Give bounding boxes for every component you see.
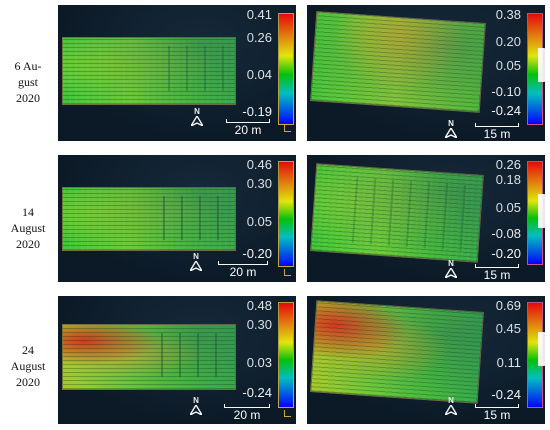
colorbar-tick: 0.11 xyxy=(496,355,521,370)
north-arrow-icon: N xyxy=(189,107,205,126)
colorbar-tick: 0.45 xyxy=(495,321,521,336)
panel-edge-tab xyxy=(296,52,308,86)
colorbar-tick: 0.05 xyxy=(246,214,272,229)
scale-bar-label: 20 m xyxy=(233,408,261,422)
colorbar-tick: 0.03 xyxy=(246,355,272,370)
scale-bar: 20 m xyxy=(224,404,270,422)
panel-edge-tab xyxy=(538,48,550,82)
colorbar-tick: 0.26 xyxy=(246,30,272,45)
panel-row1-left: 0.41 0.26 0.04 -0.19 N 20 m xyxy=(58,5,296,141)
colorbar-tick: -0.19 xyxy=(242,104,272,119)
axis-corner-marker xyxy=(284,410,291,417)
scale-bar-label: 20 m xyxy=(229,265,257,279)
scale-bar-label: 15 m xyxy=(483,268,511,282)
north-arrow-icon: N xyxy=(443,396,459,415)
scale-bar-label: 15 m xyxy=(483,127,511,141)
colorbar-tick: -0.08 xyxy=(491,226,521,241)
colorbar-tick: 0.30 xyxy=(246,176,272,191)
scale-bar-label: 15 m xyxy=(483,408,511,422)
scale-bar: 15 m xyxy=(475,123,519,141)
point-cloud-field xyxy=(309,300,485,404)
color-scale-bar xyxy=(278,13,294,125)
north-arrow-icon: N xyxy=(188,396,204,415)
scale-bar: 15 m xyxy=(475,264,519,282)
colorbar-tick: -0.24 xyxy=(491,103,521,118)
row-label-text: 14 August 2020 xyxy=(10,205,46,251)
north-arrow-icon: N xyxy=(443,259,459,278)
colorbar-tick: 0.48 xyxy=(246,298,272,313)
panel-edge-tab xyxy=(296,198,308,232)
colorbar-tick: 0.30 xyxy=(246,317,272,332)
colorbar-tick: -0.20 xyxy=(491,246,521,261)
colorbar-tick: 0.05 xyxy=(495,58,521,73)
point-cloud-field xyxy=(62,37,236,105)
point-cloud-field xyxy=(310,11,486,113)
colorbar-tick: 0.41 xyxy=(246,7,272,22)
colorbar-tick: 0.04 xyxy=(246,67,272,82)
point-cloud-field xyxy=(310,163,484,263)
colorbar-tick: 0.38 xyxy=(495,7,521,22)
scale-bar: 20 m xyxy=(226,119,270,137)
panel-row2-left: 0.46 0.30 0.05 -0.20 N 20 m xyxy=(58,155,296,282)
panel-row2-right: 0.26 0.18 0.05 -0.08 -0.20 N 15 m xyxy=(307,155,545,282)
colorbar-tick: -0.24 xyxy=(242,385,272,400)
colorbar-tick: 0.46 xyxy=(246,157,272,172)
panel-edge-tab xyxy=(538,194,550,228)
north-label: N xyxy=(194,107,200,116)
colorbar-tick: 0.26 xyxy=(495,157,521,172)
row-label-text: 6 Au- gust 2020 xyxy=(14,59,42,105)
colorbar-tick: -0.20 xyxy=(242,246,272,261)
panel-edge-tab xyxy=(538,332,550,366)
panel-row3-right: 0.69 0.45 0.11 -0.24 N 15 m xyxy=(307,296,545,424)
color-scale-bar xyxy=(278,161,294,267)
point-cloud-field xyxy=(62,324,236,390)
point-cloud-field xyxy=(62,187,236,251)
scale-bar-label: 20 m xyxy=(234,123,262,137)
north-arrow-icon: N xyxy=(188,252,204,271)
panel-edge-tab xyxy=(296,336,308,370)
scale-bar: 15 m xyxy=(475,404,519,422)
axis-corner-marker xyxy=(284,269,291,276)
row-label-6-august: 6 Au- gust 2020 xyxy=(0,58,56,106)
colorbar-tick: 0.18 xyxy=(495,172,521,187)
colorbar-tick: 0.20 xyxy=(495,34,521,49)
scale-bar: 20 m xyxy=(218,261,268,279)
north-label: N xyxy=(193,252,199,261)
colorbar-tick: 0.69 xyxy=(495,298,521,313)
north-label: N xyxy=(448,119,454,128)
row-label-text: 24 August 2020 xyxy=(10,343,46,389)
north-arrow-icon: N xyxy=(443,119,459,138)
north-label: N xyxy=(448,259,454,268)
axis-corner-marker xyxy=(284,125,291,132)
row-label-24-august: 24 August 2020 xyxy=(0,342,56,390)
colorbar-tick: -0.10 xyxy=(491,84,521,99)
color-scale-bar xyxy=(278,302,294,408)
colorbar-tick: 0.05 xyxy=(495,200,521,215)
colorbar-tick: -0.24 xyxy=(491,387,521,402)
panel-row3-left: 0.48 0.30 0.03 -0.24 N 20 m xyxy=(58,296,296,424)
row-label-14-august: 14 August 2020 xyxy=(0,204,56,252)
panel-row1-right: 0.38 0.20 0.05 -0.10 -0.24 N 15 m xyxy=(307,5,545,141)
north-label: N xyxy=(448,396,454,405)
north-label: N xyxy=(193,396,199,405)
